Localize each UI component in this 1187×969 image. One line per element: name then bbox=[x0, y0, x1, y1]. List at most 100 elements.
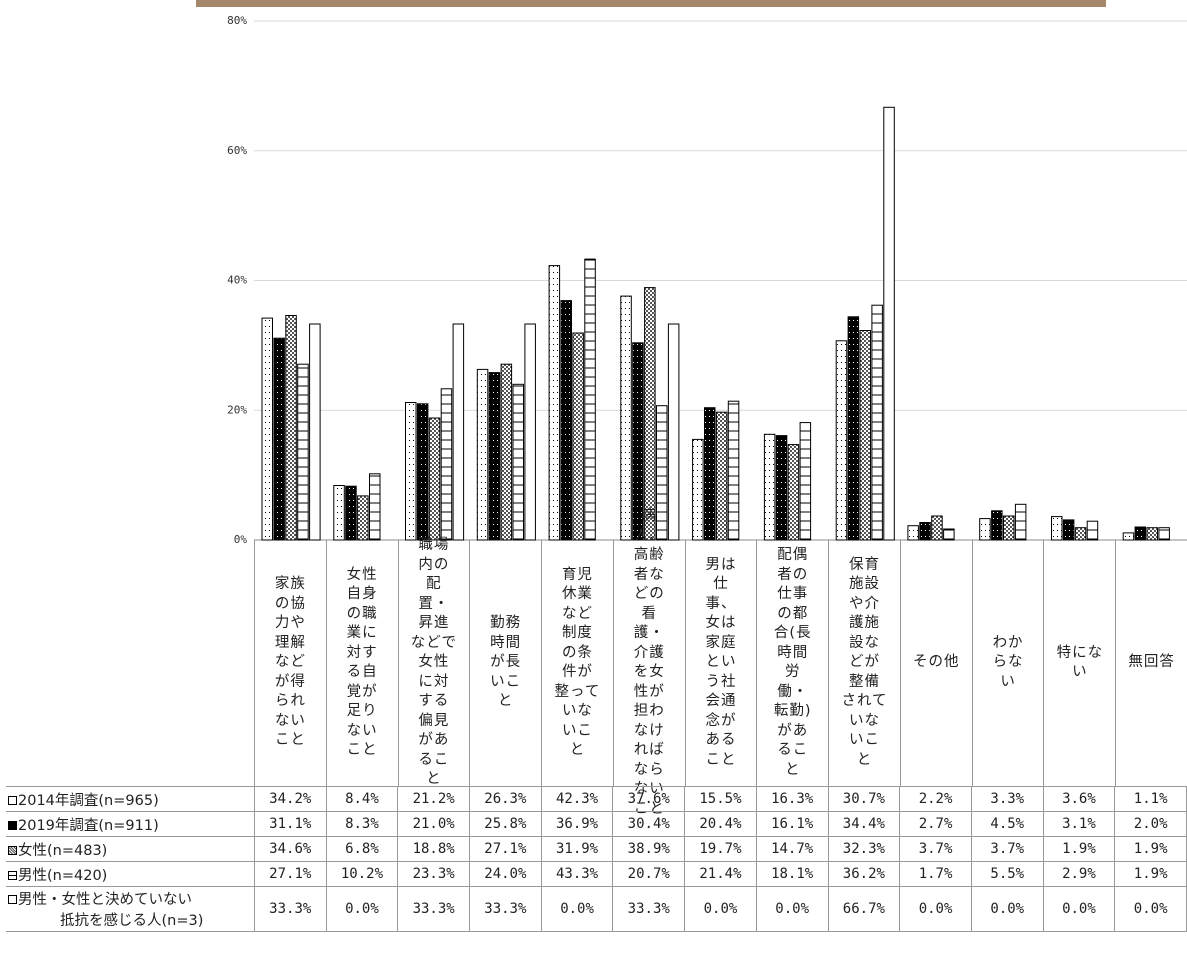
bar-series-2 bbox=[560, 300, 572, 541]
bar-series-5 bbox=[667, 323, 680, 541]
table-cell-value: 3.3% bbox=[970, 786, 1044, 812]
legend-swatch bbox=[8, 895, 17, 904]
plot-area: 80% 60% 40% 20% 0% bbox=[227, 14, 1187, 545]
bar-series-4 bbox=[871, 304, 883, 541]
table-cell-value: 1.9% bbox=[1114, 836, 1187, 862]
legend-label-line2: 抵抗を感じる人(n=3) bbox=[60, 913, 204, 929]
category-cell: 特にない bbox=[1044, 540, 1117, 786]
bar-series-2 bbox=[1134, 526, 1147, 541]
y-tick-label: 80% bbox=[227, 14, 247, 27]
table-cell-value: 0.0% bbox=[684, 886, 757, 932]
table-cell-value: 0.0% bbox=[1042, 886, 1116, 932]
bar-series-2 bbox=[273, 337, 285, 541]
table-cell-value: 19.7% bbox=[684, 836, 757, 862]
table-cell-value: 8.4% bbox=[325, 786, 399, 812]
category-label: 女性自身の職業に対する自覚が足りないこと bbox=[346, 566, 378, 759]
table-cell-value: 2.0% bbox=[1114, 811, 1187, 837]
bar-series-4 bbox=[656, 405, 668, 541]
table-cell-value: 32.3% bbox=[827, 836, 901, 862]
bar-series-2 bbox=[416, 403, 429, 541]
y-tick-label: 0% bbox=[234, 533, 248, 545]
table-cell-value: 18.1% bbox=[755, 861, 829, 887]
y-tick-label: 60% bbox=[227, 144, 247, 157]
bar-series-4 bbox=[512, 383, 524, 541]
bar-series-1 bbox=[692, 438, 704, 541]
table-cell-value: 16.1% bbox=[755, 811, 829, 837]
bar-series-4 bbox=[1158, 527, 1170, 541]
category-label: 職場内の配置・昇進などで女性に対する偏見があること bbox=[410, 537, 458, 788]
table-cell-value: 2.7% bbox=[899, 811, 972, 837]
bar-series-3 bbox=[1146, 527, 1158, 541]
table-cell-value: 37.6% bbox=[612, 786, 686, 812]
table-cell-value: 0.0% bbox=[325, 886, 399, 932]
table-cell-value: 33.3% bbox=[253, 886, 327, 932]
bar-series-3 bbox=[500, 363, 513, 541]
bars bbox=[261, 106, 1170, 541]
bar-series-4 bbox=[297, 363, 309, 541]
table-cell-value: 21.4% bbox=[684, 861, 757, 887]
bar-series-1 bbox=[835, 340, 848, 541]
table-cell-value: 30.7% bbox=[827, 786, 901, 812]
category-label: 配偶者の仕事の都合(長時間労働・転勤)があること bbox=[773, 547, 812, 778]
bar-series-3 bbox=[285, 315, 297, 541]
table-cell-value: 2.2% bbox=[899, 786, 972, 812]
bar-series-1 bbox=[907, 525, 919, 541]
bar-series-3 bbox=[1074, 527, 1087, 541]
table-cell-value: 26.3% bbox=[469, 786, 542, 812]
table-cell-value: 34.2% bbox=[253, 786, 327, 812]
table-row: 女性(n=483) 34.6% 6.8% 18.8% 27.1% 31.9% 38.9% 19… bbox=[6, 836, 1187, 862]
table-cell-value: 1.7% bbox=[899, 861, 972, 887]
table-cell-value: 8.3% bbox=[325, 811, 399, 837]
legend-swatch bbox=[8, 870, 17, 880]
legend-label: 男性・女性と決めていない bbox=[18, 892, 192, 908]
table-cell-value: 18.8% bbox=[397, 836, 470, 862]
bar-series-1 bbox=[1051, 516, 1063, 541]
bar-series-2 bbox=[775, 435, 788, 541]
legend-label: 女性(n=483) bbox=[18, 842, 108, 859]
category-cell: その他 bbox=[901, 540, 973, 786]
bar-series-4 bbox=[727, 400, 740, 541]
category-label: 特にない bbox=[1056, 644, 1104, 681]
bar-series-5 bbox=[452, 323, 465, 541]
table-cell-value: 14.7% bbox=[755, 836, 829, 862]
bar-series-4 bbox=[369, 473, 381, 541]
table-cell-value: 6.8% bbox=[325, 836, 399, 862]
category-label: その他 bbox=[913, 654, 960, 671]
table-cell-value: 0.0% bbox=[899, 886, 972, 932]
category-label: 家族の協力や理解などが得られないこと bbox=[274, 576, 306, 749]
table-cell-value: 30.4% bbox=[612, 811, 686, 837]
table-row: 2019年調査(n=911) 31.1% 8.3% 21.0% 25.8% 36.9% 30… bbox=[6, 811, 1187, 837]
bar-series-1 bbox=[763, 433, 776, 541]
legend-entry: 2014年調査(n=965) bbox=[6, 786, 255, 812]
category-cell: 無回答 bbox=[1116, 540, 1187, 786]
y-axis-ticks: 80% 60% 40% 20% 0% bbox=[227, 14, 247, 545]
category-cell: 配偶者の仕事の都合(長時間労働・転勤)があること bbox=[757, 540, 830, 786]
legend-swatch bbox=[8, 820, 17, 830]
legend-swatch bbox=[8, 795, 17, 805]
table-cell-value: 15.5% bbox=[684, 786, 757, 812]
bar-series-3 bbox=[787, 444, 800, 541]
bar-series-1 bbox=[476, 368, 489, 541]
bar-series-2 bbox=[632, 342, 644, 541]
category-cell: 育児休業など制度の条件が整っていないこと bbox=[542, 540, 614, 786]
bar-series-1 bbox=[979, 518, 991, 541]
bar-series-3 bbox=[1003, 515, 1015, 541]
table-cell-value: 34.6% bbox=[253, 836, 327, 862]
bar-series-1 bbox=[548, 265, 561, 541]
table-row: 男性(n=420) 27.1% 10.2% 23.3% 24.0% 43.3% 20.7% 2… bbox=[6, 861, 1187, 887]
bar-series-5 bbox=[309, 323, 321, 541]
bar-series-2 bbox=[1062, 519, 1075, 541]
table-cell-value: 0.0% bbox=[1114, 886, 1187, 932]
legend-label: 男性(n=420) bbox=[18, 867, 108, 884]
bar-series-4 bbox=[584, 258, 596, 541]
table-cell-value: 36.9% bbox=[540, 811, 614, 837]
table-cell-value: 0.0% bbox=[540, 886, 614, 932]
table-row: 2014年調査(n=965) 34.2% 8.4% 21.2% 26.3% 42.3% 37… bbox=[6, 786, 1187, 812]
table-cell-value: 66.7% bbox=[827, 886, 901, 932]
legend-entry: 女性(n=483) bbox=[6, 836, 255, 862]
table-cell-value: 0.0% bbox=[970, 886, 1044, 932]
table-cell-value: 20.4% bbox=[684, 811, 757, 837]
bar-series-3 bbox=[572, 332, 584, 541]
table-cell-value: 1.9% bbox=[1042, 836, 1116, 862]
bar-series-4 bbox=[1014, 503, 1027, 541]
